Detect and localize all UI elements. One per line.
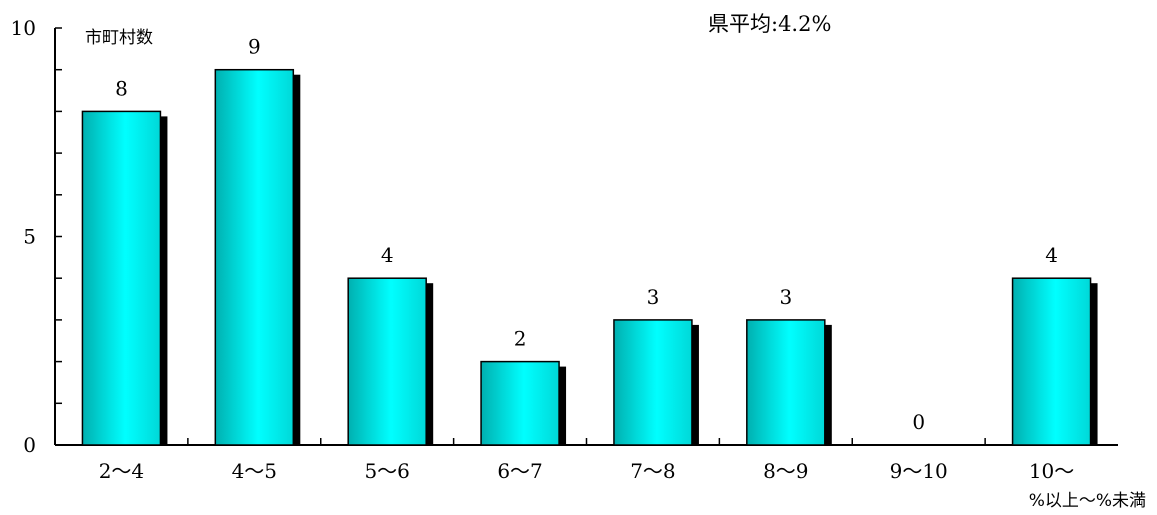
x-tick-label: 4～5 xyxy=(232,459,277,483)
bar xyxy=(214,68,295,446)
x-axis-unit-label: %以上～%未満 xyxy=(1029,491,1146,511)
bar xyxy=(347,277,427,446)
x-tick-label: 10～ xyxy=(1029,459,1074,483)
bar xyxy=(746,319,826,446)
x-tick-label: 5～6 xyxy=(364,459,409,483)
y-axis-label: 市町村数 xyxy=(85,28,153,48)
data-label: 9 xyxy=(248,35,261,59)
bar xyxy=(81,110,162,446)
data-label: 8 xyxy=(115,76,128,100)
data-label: 3 xyxy=(647,285,660,309)
data-label: 3 xyxy=(779,285,792,309)
bar xyxy=(480,360,560,446)
data-label: 4 xyxy=(381,243,394,267)
x-tick-label: 9～10 xyxy=(890,459,948,483)
chart-bars xyxy=(81,68,1098,446)
data-label: 0 xyxy=(912,410,925,434)
x-tick-label: 2～4 xyxy=(99,459,144,483)
bar xyxy=(1011,277,1092,446)
x-tick-label: 6～7 xyxy=(497,459,542,483)
data-label: 2 xyxy=(514,327,527,351)
x-tick-label: 7～8 xyxy=(630,459,675,483)
x-tick-label: 8～9 xyxy=(763,459,808,483)
y-tick-label: 5 xyxy=(23,225,36,249)
chart-axes xyxy=(54,27,1118,446)
bar xyxy=(613,319,693,446)
chart-labels: 0 5 10 8 2～4 9 4～5 4 5～6 2 6～7 3 7～8 3 8～9 0 9～10 4 10～ xyxy=(11,16,1075,483)
average-annotation: 県平均:4.2% xyxy=(708,12,831,36)
y-tick-label: 0 xyxy=(23,433,36,457)
data-label: 4 xyxy=(1045,243,1058,267)
y-tick-label: 10 xyxy=(11,16,36,40)
